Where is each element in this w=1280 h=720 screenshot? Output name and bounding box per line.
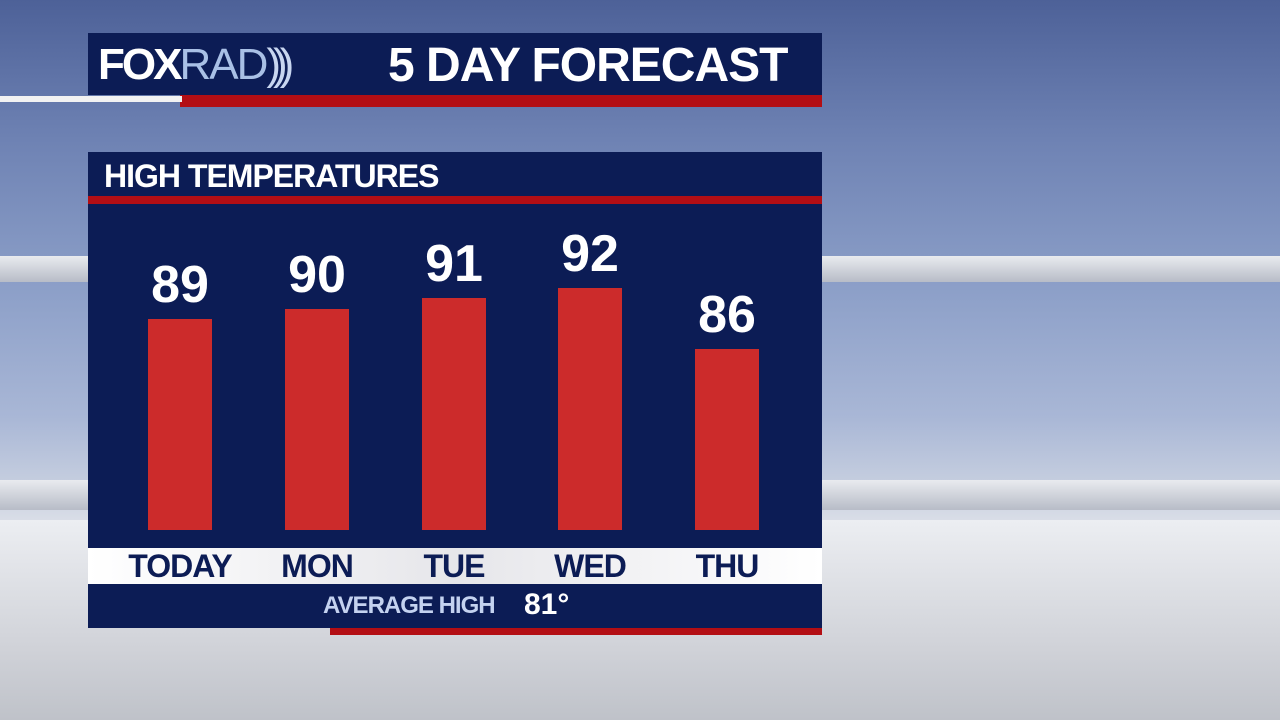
header-red-stripe	[180, 95, 822, 107]
header-white-line	[0, 96, 182, 102]
day-label-band	[88, 548, 822, 584]
day-label: THU	[695, 548, 760, 584]
value-label: 86	[698, 286, 756, 345]
page-title: 5 DAY FORECAST	[388, 39, 788, 92]
bar-tue	[422, 298, 486, 530]
bar-today	[148, 318, 212, 530]
bar-mon	[285, 308, 349, 530]
foxrad-logo: FOXRAD)))	[98, 40, 294, 89]
chart-title: HIGH TEMPERATURES	[104, 158, 439, 194]
value-label: 90	[288, 245, 346, 304]
bar-wed	[558, 288, 622, 530]
day-label: TODAY	[128, 548, 232, 584]
chart-title-red-stripe	[88, 196, 822, 204]
day-label: MON	[281, 548, 354, 584]
value-label: 91	[425, 235, 483, 294]
value-label: 92	[561, 225, 619, 284]
day-label: WED	[554, 548, 627, 584]
header-bar	[88, 33, 822, 95]
average-red-stripe	[330, 628, 822, 635]
chart-title-bar: HIGH TEMPERATURES	[88, 152, 822, 196]
average-high-value: 81°	[524, 588, 570, 621]
value-label: 89	[151, 255, 209, 314]
day-label: TUE	[423, 548, 486, 584]
average-band	[88, 584, 822, 628]
average-high-label: AVERAGE HIGH	[323, 592, 496, 619]
bar-thu	[695, 349, 759, 530]
